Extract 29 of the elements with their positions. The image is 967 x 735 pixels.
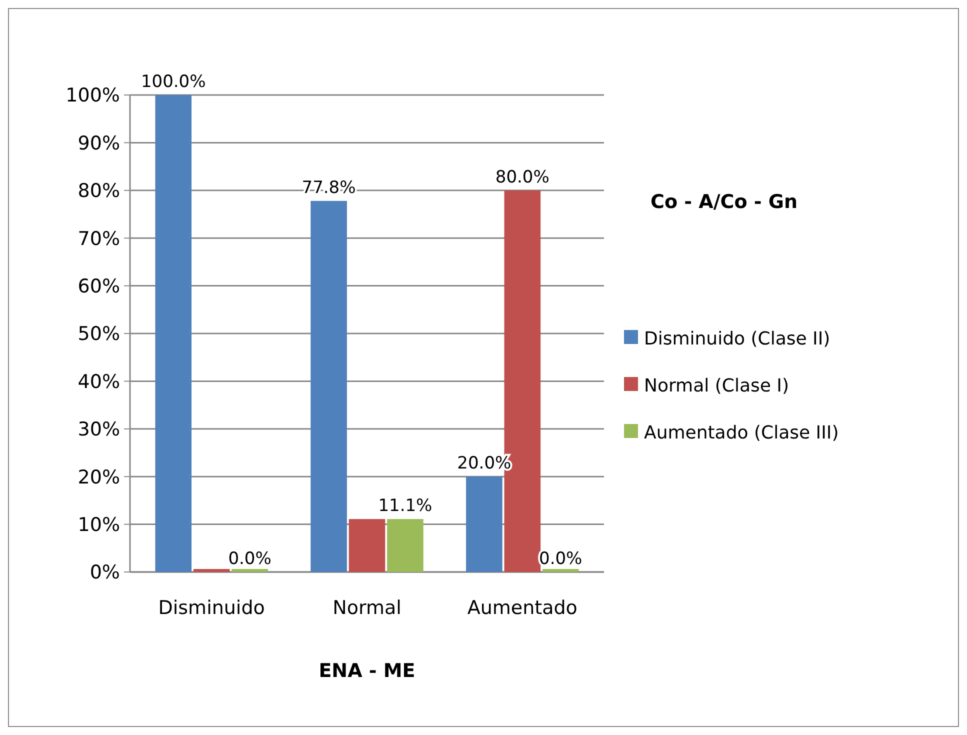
legend-label: Disminuido (Clase II) [644,328,830,350]
data-label: 11.1% [378,496,432,516]
data-label: 80.0% [495,167,550,188]
y-tick-label: 70% [78,228,120,250]
y-tick-label: 0% [90,562,120,584]
x-tick-label: Normal [332,597,402,619]
x-tick-label: Disminuido [158,597,265,619]
bar [155,95,192,572]
bar [542,569,579,572]
data-label: 0.0% [228,549,272,569]
bar [193,569,230,572]
legend-label: Normal (Clase I) [644,375,789,396]
y-tick-label: 20% [78,466,120,488]
y-tick-label: 80% [78,180,120,202]
legend-label: Aumentado (Clase III) [644,422,839,444]
x-axis-title: ENA - ME [318,660,416,682]
y-tick-label: 30% [78,418,120,441]
text: Co - A/Co - Gn [650,191,798,213]
bar [232,569,268,572]
data-label: 100.0% [140,72,206,92]
x-tick-label: Aumentado [467,597,578,619]
bar [310,200,347,572]
data-label: 77.8% [302,178,356,198]
y-tick-label: 10% [78,514,120,536]
y-tick-label: 40% [78,370,120,393]
y-tick-label: 50% [78,323,120,346]
y-tick-label: 100% [66,84,120,107]
y-tick-label: 60% [78,275,120,298]
y-tick-label: 90% [78,132,120,154]
